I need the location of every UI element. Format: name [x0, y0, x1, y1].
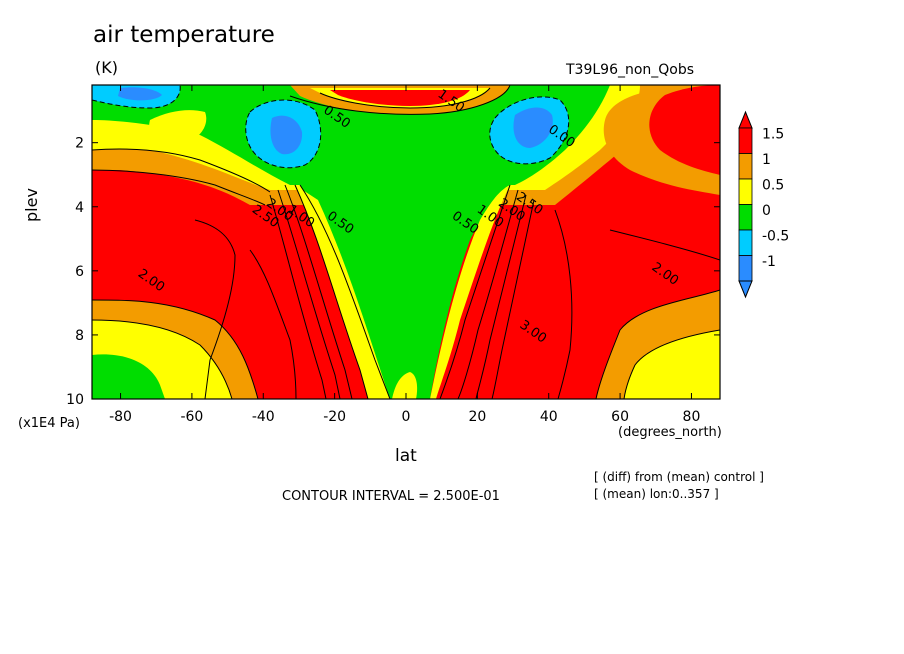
- filled-contours: [92, 85, 720, 399]
- colorbar-arrow-top: [738, 110, 753, 129]
- contour-lines: [92, 85, 720, 399]
- y-tick-label: 4: [75, 200, 84, 216]
- y-tick-label: 10: [66, 392, 84, 408]
- x-tick-label: 0: [402, 409, 411, 425]
- colorbar: 1.5 1 0.5 0 -0.5 -1: [738, 110, 789, 299]
- y-tick-label: 8: [75, 328, 84, 344]
- x-tick-label: -40: [252, 409, 275, 425]
- colorbar-label: 1: [762, 152, 771, 168]
- chart-title: air temperature: [93, 22, 275, 48]
- x-axis-label: lat: [395, 446, 417, 466]
- colorbar-label: 0: [762, 203, 771, 219]
- colorbar-swatch: [738, 127, 753, 154]
- colorbar-swatch: [738, 204, 753, 231]
- x-axis-units: (degrees_north): [618, 425, 722, 440]
- contour-interval: CONTOUR INTERVAL = 2.500E-01: [282, 489, 500, 504]
- colorbar-swatch: [738, 229, 753, 256]
- y-axis-units: (x1E4 Pa): [18, 416, 80, 431]
- colorbar-swatch: [738, 153, 753, 180]
- note-mean: [ (mean) lon:0..357 ]: [594, 487, 719, 501]
- colorbar-label: 0.5: [762, 178, 784, 194]
- x-tick-label: -20: [323, 409, 346, 425]
- x-tick-label: 40: [540, 409, 558, 425]
- note-diff: [ (diff) from (mean) control ]: [594, 470, 764, 484]
- colorbar-arrow-bottom: [738, 280, 753, 299]
- y-tick-label: 2: [75, 136, 84, 152]
- x-tick-label: 60: [611, 409, 629, 425]
- chart-units: (K): [95, 58, 118, 77]
- x-tick-label: 80: [683, 409, 701, 425]
- colorbar-swatch: [738, 178, 753, 205]
- x-tick-label: 20: [468, 409, 486, 425]
- colorbar-label: 1.5: [762, 127, 784, 143]
- x-tick-label: -80: [109, 409, 132, 425]
- x-tick-label: -60: [180, 409, 203, 425]
- y-axis-label: plev: [22, 188, 41, 222]
- run-label: T39L96_non_Qobs: [566, 62, 695, 78]
- colorbar-label: -1: [762, 254, 776, 270]
- colorbar-label: -0.5: [762, 229, 789, 245]
- y-tick-label: 6: [75, 264, 84, 280]
- colorbar-swatch: [738, 255, 753, 282]
- axes: -80 -60 -40 -20 0 20 40 60 80 2 4 6 8 10: [66, 85, 720, 425]
